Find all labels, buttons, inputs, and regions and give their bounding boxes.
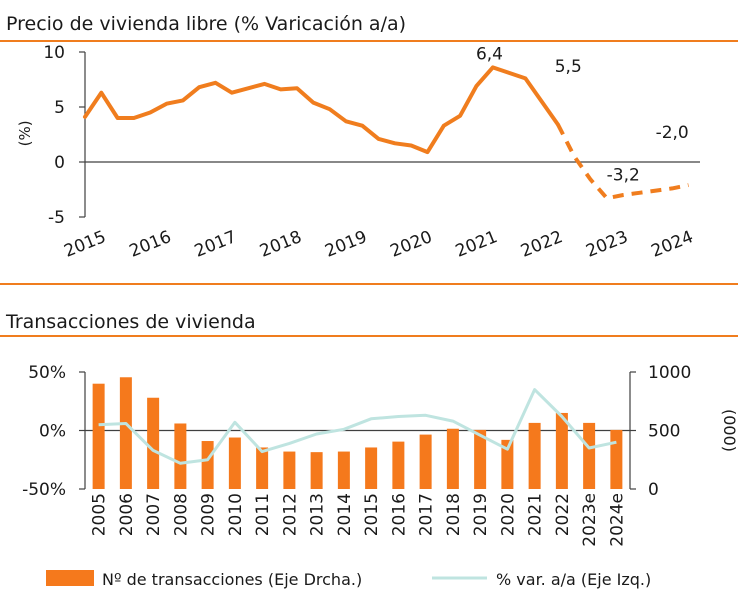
left-tick-label: 50% bbox=[28, 363, 66, 383]
legend-line-label: % var. a/a (Eje Izq.) bbox=[496, 570, 651, 589]
x-tick-label: 2007 bbox=[144, 493, 164, 536]
x-tick-label: 2017 bbox=[192, 227, 240, 262]
x-tick-label: 2018 bbox=[444, 493, 464, 536]
x-tick-label: 2017 bbox=[417, 493, 437, 536]
x-tick-label: 2019 bbox=[471, 493, 491, 536]
transactions-bar bbox=[501, 439, 514, 489]
x-tick-label: 2024e bbox=[607, 493, 627, 547]
transactions-bar bbox=[446, 428, 459, 489]
transactions-bar bbox=[610, 429, 623, 489]
chart1-title: Precio de vivienda libre (% Varicación a… bbox=[6, 13, 407, 35]
y-tick-label: 0 bbox=[54, 153, 65, 173]
x-tick-label: 2014 bbox=[335, 493, 355, 536]
transactions-combo-chart: 50% 0% -50% 1000 500 0 (000) 2005 2006 2007 2008 20… bbox=[22, 363, 738, 589]
x-tick-label: 2022 bbox=[518, 227, 566, 262]
x-tick-label: 2006 bbox=[117, 493, 137, 536]
x-tick-label: 2011 bbox=[253, 493, 273, 536]
x-tick-label: 2021 bbox=[526, 493, 546, 536]
x-tick-label: 2024 bbox=[648, 227, 696, 262]
y-tick-label: 10 bbox=[43, 43, 65, 63]
chart1-title-rule bbox=[0, 40, 738, 42]
x-tick-label: 2020 bbox=[498, 493, 518, 536]
x-tick-label: 2016 bbox=[127, 227, 175, 262]
transactions-bar bbox=[583, 422, 596, 489]
x-tick-label: 2010 bbox=[226, 493, 246, 536]
data-label: -2,0 bbox=[656, 123, 689, 143]
x-tick-label: 2020 bbox=[388, 227, 436, 262]
y-axis-label: (%) bbox=[16, 120, 34, 146]
x-tick-label: 2012 bbox=[280, 493, 300, 536]
transactions-bar bbox=[474, 429, 487, 489]
right-tick-label: 0 bbox=[648, 480, 659, 500]
pct-change-line-series bbox=[98, 388, 617, 465]
x-tick-label: 2013 bbox=[308, 493, 328, 536]
transactions-bar bbox=[201, 441, 214, 489]
transactions-bar bbox=[283, 451, 296, 489]
x-tick-label: 2016 bbox=[389, 493, 409, 536]
transactions-bar bbox=[555, 412, 568, 489]
chart2-title-rule bbox=[0, 335, 738, 337]
forecast-line-series bbox=[556, 123, 689, 201]
section-divider-rule bbox=[0, 283, 738, 285]
transactions-bar bbox=[365, 447, 378, 489]
left-tick-label: -50% bbox=[22, 480, 66, 500]
x-tick-label: 2023 bbox=[583, 227, 631, 262]
legend-bar-label: Nº de transacciones (Eje Drcha.) bbox=[102, 570, 362, 589]
transactions-bar bbox=[92, 383, 105, 489]
y-tick-label: -5 bbox=[48, 208, 65, 228]
transactions-bar bbox=[256, 447, 269, 489]
price-line-series bbox=[83, 65, 560, 155]
x-tick-label: 2009 bbox=[199, 493, 219, 536]
x-tick-label: 2015 bbox=[362, 493, 382, 536]
transactions-bar bbox=[337, 451, 350, 489]
right-tick-label: 500 bbox=[648, 422, 680, 442]
transactions-bar bbox=[392, 441, 405, 489]
x-tick-label: 2008 bbox=[171, 493, 191, 536]
right-axis-label: (000) bbox=[720, 409, 738, 452]
x-tick-label: 2021 bbox=[453, 227, 501, 262]
house-price-line-chart: 10 5 0 -5 (%) 2015 2016 2017 2018 2019 2020 2021 202… bbox=[16, 43, 700, 262]
transactions-bar bbox=[147, 397, 160, 489]
transactions-bar bbox=[310, 452, 323, 489]
x-tick-label: 2022 bbox=[553, 493, 573, 536]
chart2-title: Transacciones de vivienda bbox=[6, 311, 256, 333]
transactions-bar bbox=[419, 434, 432, 489]
left-tick-label: 0% bbox=[39, 422, 66, 442]
legend-bar-swatch bbox=[46, 570, 94, 586]
x-tick-label: 2023e bbox=[580, 493, 600, 547]
right-tick-label: 1000 bbox=[648, 363, 691, 383]
transactions-bar bbox=[228, 437, 241, 489]
transactions-bar bbox=[174, 423, 187, 489]
transactions-bar bbox=[528, 422, 541, 489]
y-tick-label: 5 bbox=[54, 98, 65, 118]
x-tick-label: 2005 bbox=[90, 493, 110, 536]
data-label: 5,5 bbox=[555, 57, 582, 77]
x-tick-label: 2015 bbox=[61, 227, 109, 262]
x-tick-label: 2018 bbox=[257, 227, 305, 262]
transactions-bar bbox=[119, 377, 132, 489]
data-label: -3,2 bbox=[607, 166, 640, 186]
x-tick-label: 2019 bbox=[322, 227, 370, 262]
data-label: 6,4 bbox=[476, 45, 503, 65]
